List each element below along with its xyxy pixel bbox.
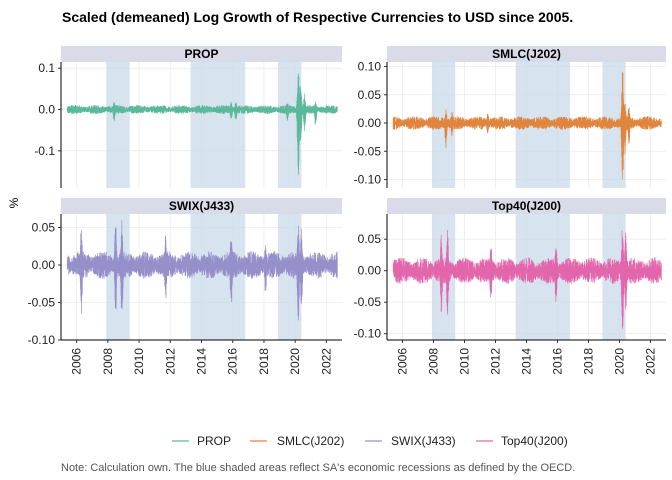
x-tick-label: 2010: [458, 348, 472, 375]
y-tick-label: 0.05: [32, 221, 56, 235]
x-tick-label: 2018: [582, 348, 596, 375]
y-tick-label: 0.0: [38, 103, 55, 117]
x-tick-label: 2016: [551, 348, 565, 375]
facet-panels: PROP 0.1 0.0 -0.1 SMLC(J202) 0.10 0.05 0.00 -0.0…: [28, 46, 666, 375]
x-tick-label: 2016: [226, 348, 240, 375]
legend-label: PROP: [197, 434, 231, 448]
y-tick-label: -0.10: [354, 173, 382, 187]
y-tick-label: -0.10: [354, 327, 382, 341]
x-tick-label: 2022: [644, 348, 658, 375]
facet-strip-label: SWIX(J433): [169, 199, 234, 213]
legend-label: SWIX(J433): [391, 434, 456, 448]
y-tick-label: 0.10: [358, 60, 382, 74]
x-tick-label: 2020: [288, 348, 302, 375]
facet-strip-label: PROP: [184, 47, 218, 61]
recession-band: [190, 214, 246, 340]
panel-prop: PROP 0.1 0.0 -0.1: [34, 46, 342, 188]
recession-band: [277, 214, 302, 340]
y-tick-label: -0.05: [354, 295, 382, 309]
y-tick-label: -0.05: [28, 296, 56, 310]
y-tick-label: 0.00: [32, 258, 56, 272]
legend-item-swix-j433: SWIX(J433): [365, 434, 456, 448]
y-tick-label: 0.05: [358, 88, 382, 102]
recession-band: [277, 62, 302, 188]
chart-title: Scaled (demeaned) Log Growth of Respecti…: [62, 9, 573, 25]
x-tick-label: 2014: [195, 348, 209, 375]
series-line-top40-j200: [392, 229, 662, 330]
legend-item-smlc-j202: SMLC(J202): [250, 434, 344, 448]
y-tick-label: -0.1: [34, 144, 55, 158]
y-tick-label: 0.1: [38, 61, 55, 75]
panel-smlc-j202: SMLC(J202) 0.10 0.05 0.00 -0.05 -0.10: [354, 46, 666, 188]
facet-strip: [61, 198, 342, 214]
x-tick-label: 2014: [520, 348, 534, 375]
x-tick-label: 2022: [319, 348, 333, 375]
y-tick-label: 0.00: [358, 264, 382, 278]
recession-band: [106, 214, 130, 340]
legend-item-prop: PROP: [172, 434, 231, 448]
panel-top40-j200: Top40(J200) 2006 2008 2010 2012 2014 2016 2018 2…: [354, 198, 666, 375]
x-tick-label: 2018: [257, 348, 271, 375]
y-axis-label: %: [7, 197, 21, 208]
x-tick-label: 2012: [489, 348, 503, 375]
facet-strip: [387, 198, 666, 214]
y-tick-label: 0.00: [358, 116, 382, 130]
facet-strip: [61, 46, 342, 62]
x-tick-label: 2008: [427, 348, 441, 375]
x-tick-label: 2008: [101, 348, 115, 375]
x-tick-label: 2006: [396, 348, 410, 375]
recession-band: [106, 62, 130, 188]
legend-label: Top40(J200): [501, 434, 568, 448]
panel-swix-j433: SWIX(J433) 2006 2008 2010 2012 2014 2016 2018 20…: [28, 198, 342, 375]
x-tick-label: 2012: [163, 348, 177, 375]
series-line-swix-j433: [66, 219, 338, 321]
y-tick-label: -0.10: [28, 333, 56, 347]
facet-strip-label: SMLC(J202): [492, 47, 561, 61]
legend: PROP SMLC(J202) SWIX(J433) Top40(J200): [172, 434, 568, 448]
series-line-smlc-j202: [392, 72, 662, 180]
x-tick-label: 2006: [70, 348, 84, 375]
caption-note: Note: Calculation own. The blue shaded a…: [61, 462, 575, 474]
series-line-prop: [66, 73, 338, 176]
y-tick-label: 0.05: [358, 232, 382, 246]
facet-strip-label: Top40(J200): [492, 199, 561, 213]
x-tick-label: 2010: [132, 348, 146, 375]
legend-item-top40-j200: Top40(J200): [476, 434, 568, 448]
y-tick-label: -0.05: [354, 144, 382, 158]
facet-strip: [387, 46, 666, 62]
x-tick-label: 2020: [613, 348, 627, 375]
recession-band: [190, 62, 246, 188]
legend-label: SMLC(J202): [277, 434, 344, 448]
